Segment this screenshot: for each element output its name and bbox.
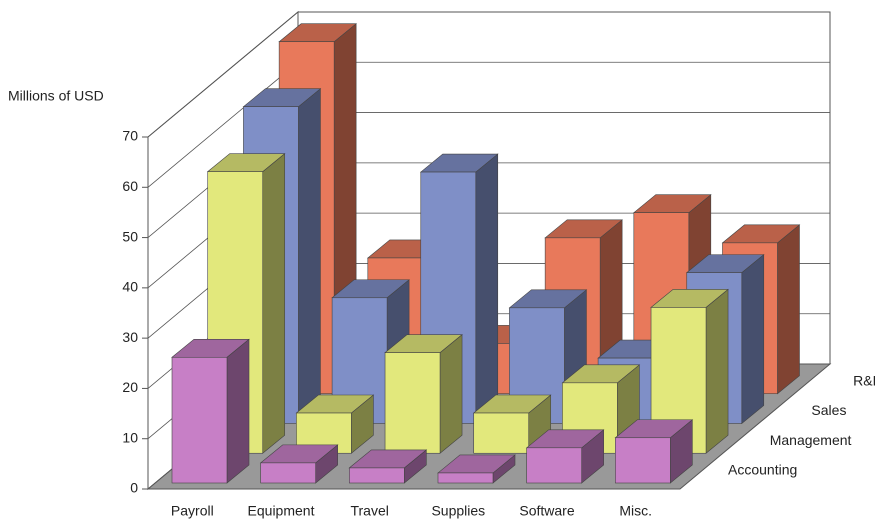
legend-label: R&D <box>853 372 875 388</box>
y-tick-label: 70 <box>122 128 138 144</box>
bar <box>473 412 530 454</box>
bar <box>437 472 494 484</box>
x-tick-label: Travel <box>350 503 388 519</box>
bar-side <box>741 253 765 425</box>
bar-side <box>226 338 250 484</box>
bar-side <box>777 224 800 395</box>
x-tick-label: Misc. <box>619 503 652 519</box>
legend-label: Management <box>770 432 852 448</box>
bar-side <box>298 88 321 425</box>
y-tick-label: 10 <box>122 429 138 445</box>
y-tick-label: 0 <box>130 480 138 496</box>
bar <box>615 437 671 484</box>
legend-label: Sales <box>811 402 846 418</box>
y-tick-label: 60 <box>122 178 138 194</box>
legend-label: Accounting <box>728 462 797 478</box>
bar <box>384 352 441 454</box>
y-tick-label: 50 <box>122 228 138 244</box>
x-tick-label: Equipment <box>248 503 315 519</box>
bar-side <box>262 153 286 454</box>
bar <box>171 356 228 484</box>
y-axis-title: Millions of USD <box>8 88 104 104</box>
x-tick-label: Supplies <box>431 503 485 519</box>
bar-side <box>475 153 499 425</box>
x-tick-label: Software <box>519 503 574 519</box>
bar-side <box>439 334 463 454</box>
bar <box>260 462 316 484</box>
bar <box>349 467 405 484</box>
grid-line <box>147 11 830 138</box>
y-tick-label: 40 <box>122 279 138 295</box>
bar <box>526 447 582 484</box>
x-tick-label: Payroll <box>171 503 214 519</box>
y-tick-label: 20 <box>122 379 138 395</box>
y-tick-label: 30 <box>122 329 138 345</box>
bar-side <box>705 288 729 454</box>
